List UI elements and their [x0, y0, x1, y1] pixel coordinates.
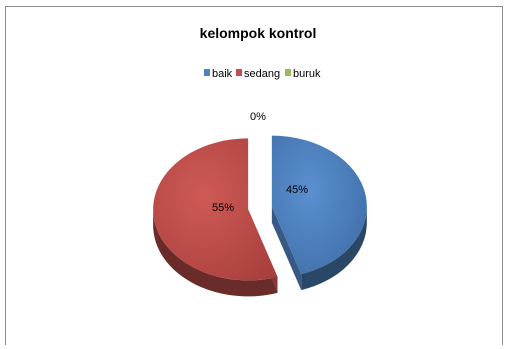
chart-title: kelompok kontrol	[200, 25, 317, 41]
slice-baik	[271, 135, 367, 275]
data-label-baik: 45%	[286, 184, 308, 196]
slice-sedang	[153, 138, 278, 281]
legend-swatch-sedang	[236, 69, 242, 76]
data-label-buruk: 0%	[250, 111, 266, 123]
legend-label-baik: baik	[212, 68, 233, 80]
legend-swatch-buruk	[285, 69, 291, 76]
slice-baik-cut-1	[271, 206, 302, 291]
legend-swatch-baik	[204, 69, 210, 76]
legend: baik sedang buruk	[204, 68, 321, 80]
legend-label-sedang: sedang	[244, 68, 280, 80]
slice-sedang-side	[153, 209, 278, 297]
legend-label-buruk: buruk	[293, 68, 321, 80]
slice-baik-side	[301, 206, 367, 291]
data-label-sedang: 55%	[212, 202, 234, 214]
